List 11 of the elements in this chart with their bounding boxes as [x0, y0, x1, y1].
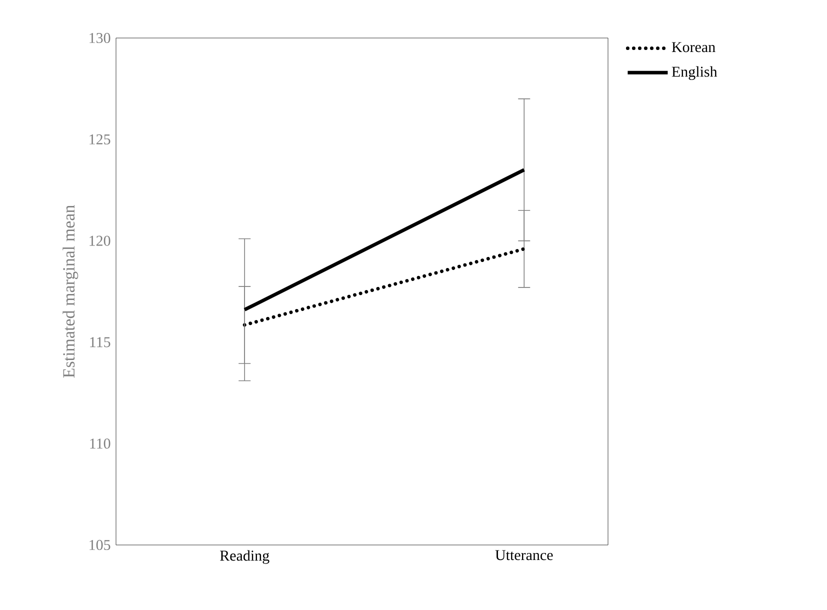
x-tick-label: Reading — [220, 550, 270, 564]
legend-label: Korean — [672, 42, 716, 52]
y-tick-label: 120 — [90, 236, 110, 246]
legend-label: English — [672, 66, 718, 80]
y-tick-label: 105 — [90, 540, 110, 550]
y-tick-label: 115 — [90, 337, 110, 348]
y-tick-label: 110 — [90, 438, 110, 449]
x-tick-label: Utterance — [495, 550, 553, 560]
y-tick-label: 130 — [90, 32, 110, 44]
y-axis-title: Estimated marginal mean — [62, 205, 78, 378]
y-tick-label: 125 — [90, 134, 110, 144]
